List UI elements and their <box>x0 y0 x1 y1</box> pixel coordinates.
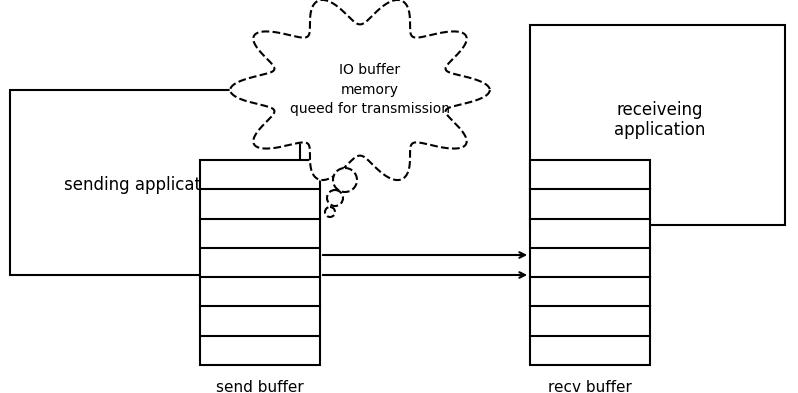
Circle shape <box>325 207 335 217</box>
Bar <box>200 160 320 365</box>
Circle shape <box>333 168 357 192</box>
Circle shape <box>327 190 343 206</box>
Bar <box>10 90 300 275</box>
Text: IO buffer
memory
queed for transmission: IO buffer memory queed for transmission <box>290 64 450 116</box>
Polygon shape <box>230 0 490 180</box>
Text: send buffer: send buffer <box>216 380 304 393</box>
Text: sending application: sending application <box>64 176 226 194</box>
Text: receiveing
application: receiveing application <box>614 101 705 140</box>
Bar <box>530 160 650 365</box>
Text: recv buffer: recv buffer <box>548 380 632 393</box>
Bar <box>530 25 785 225</box>
